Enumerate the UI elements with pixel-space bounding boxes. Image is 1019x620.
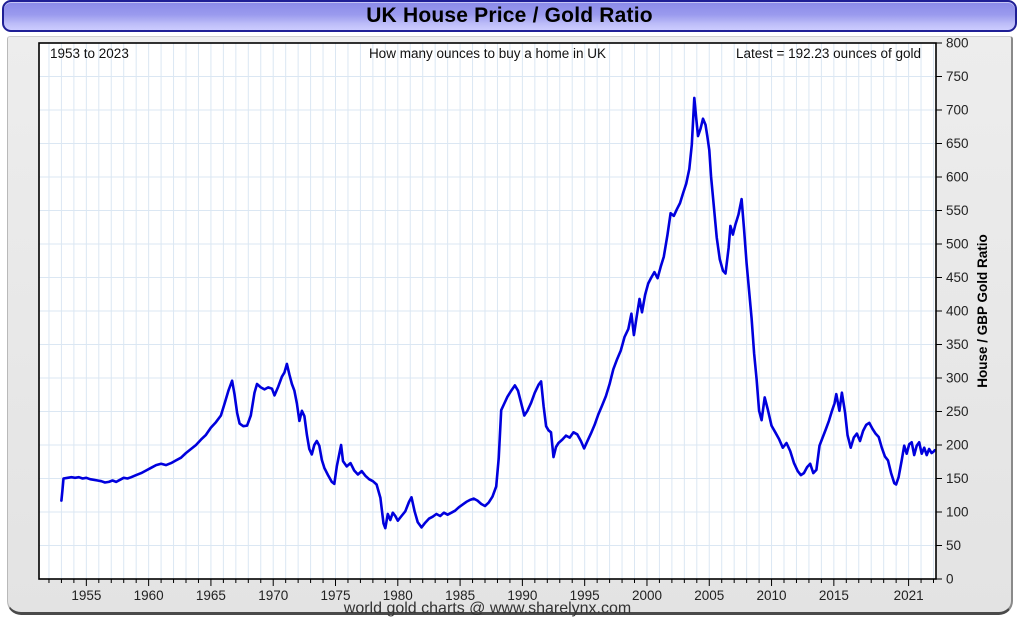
title-bar: UK House Price / Gold Ratio xyxy=(2,0,1017,32)
x-axis-ticks xyxy=(48,579,935,586)
svg-text:350: 350 xyxy=(946,337,969,352)
svg-text:2000: 2000 xyxy=(632,588,662,603)
chart-panel: 1955 1960 1965 1970 1975 1980 1985 1990 1995 2000… xyxy=(7,36,1013,617)
svg-text:2010: 2010 xyxy=(757,588,787,603)
chart-subtitle: How many ounces to buy a home in UK xyxy=(368,46,607,61)
svg-text:300: 300 xyxy=(946,371,969,386)
svg-text:2005: 2005 xyxy=(694,588,724,603)
svg-text:1975: 1975 xyxy=(320,588,350,603)
data-line xyxy=(60,96,937,530)
svg-text:200: 200 xyxy=(946,438,969,453)
svg-text:1955: 1955 xyxy=(71,588,101,603)
svg-text:650: 650 xyxy=(946,136,969,151)
svg-text:1980: 1980 xyxy=(383,588,413,603)
svg-text:House / GBP Gold Ratio: House / GBP Gold Ratio xyxy=(975,234,990,388)
svg-text:450: 450 xyxy=(946,270,969,285)
svg-text:0: 0 xyxy=(946,572,954,587)
svg-text:550: 550 xyxy=(946,203,969,218)
svg-text:50: 50 xyxy=(946,538,961,553)
svg-text:400: 400 xyxy=(946,304,969,319)
svg-text:500: 500 xyxy=(946,237,969,252)
y-axis-title: House / GBP Gold Ratio xyxy=(975,234,990,388)
page-title: UK House Price / Gold Ratio xyxy=(366,4,653,27)
svg-text:1995: 1995 xyxy=(570,588,600,603)
svg-text:750: 750 xyxy=(946,69,969,84)
chart-svg: 1955 1960 1965 1970 1975 1980 1985 1990 1995 2000… xyxy=(38,36,990,603)
credit-line: world gold charts @ www.sharelynx.com xyxy=(343,600,632,617)
svg-text:150: 150 xyxy=(946,471,969,486)
svg-text:700: 700 xyxy=(946,103,969,118)
svg-text:2015: 2015 xyxy=(819,588,849,603)
chart-area: 1955 1960 1965 1970 1975 1980 1985 1990 1995 2000… xyxy=(38,36,1006,605)
svg-text:1990: 1990 xyxy=(507,588,537,603)
y-axis-labels: 0 50 100 150 200 250 300 350 400 450 500 550 600 650 7… xyxy=(946,36,969,587)
svg-text:1965: 1965 xyxy=(196,588,226,603)
svg-text:600: 600 xyxy=(946,170,969,185)
y-axis-ticks xyxy=(936,42,942,580)
svg-text:2021: 2021 xyxy=(894,588,924,603)
svg-text:100: 100 xyxy=(946,505,969,520)
svg-text:1985: 1985 xyxy=(445,588,475,603)
svg-text:800: 800 xyxy=(946,36,969,51)
svg-text:1970: 1970 xyxy=(258,588,288,603)
latest-value-label: Latest = 192.23 ounces of gold xyxy=(735,46,921,61)
svg-text:1960: 1960 xyxy=(134,588,164,603)
date-range-label: 1953 to 2023 xyxy=(50,46,129,61)
x-axis-labels: 1955 1960 1965 1970 1975 1980 1985 1990 1995 2000… xyxy=(71,588,923,603)
gridlines xyxy=(39,43,936,579)
svg-text:250: 250 xyxy=(946,404,969,419)
